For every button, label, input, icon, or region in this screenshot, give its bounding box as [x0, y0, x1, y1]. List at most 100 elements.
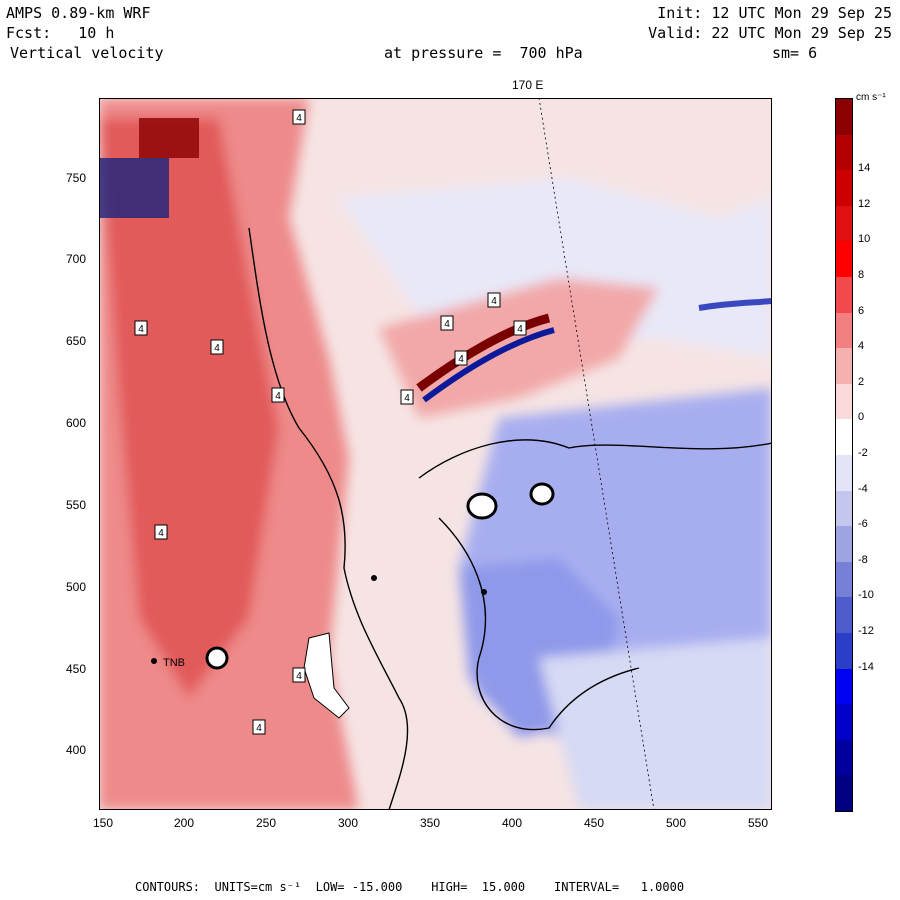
- dark-red-streak: [416, 313, 551, 392]
- svg-text:4: 4: [214, 343, 220, 354]
- x-tick: 450: [584, 816, 605, 830]
- contour-label: 4: [154, 524, 168, 540]
- contour-label: 4: [292, 109, 306, 125]
- contour-label: 4: [400, 389, 414, 405]
- colorbar-tick: 14: [858, 162, 871, 175]
- station-label: TNB: [163, 657, 185, 669]
- x-tick: 150: [93, 816, 114, 830]
- svg-text:4: 4: [458, 354, 464, 365]
- colorbar-segment: [836, 668, 852, 705]
- colorbar-segment: [836, 170, 852, 206]
- contour-label: 4: [134, 320, 148, 336]
- colorbar-tick: 10: [858, 233, 871, 246]
- colorbar-segment: [836, 383, 852, 420]
- field-name: Vertical velocity: [10, 44, 164, 62]
- colorbar-segment: [836, 739, 852, 776]
- meridian-line: [538, 98, 655, 810]
- init-time: Init: 12 UTC Mon 29 Sep 25: [657, 4, 892, 22]
- contour-label: 4: [454, 350, 468, 366]
- terrain-mask: [466, 492, 498, 520]
- ne-blue-streak: [698, 298, 772, 311]
- colorbar-tick: 12: [858, 197, 871, 210]
- colorbar-segment: [836, 134, 852, 171]
- velocity-map: TNB 4 4 4 4 4 4 4 4 4 4 4 4 4: [99, 98, 772, 810]
- colorbar-tick: 4: [858, 340, 865, 353]
- colorbar-segment: [836, 276, 852, 313]
- southeast-blue-band: [539, 638, 772, 810]
- colorbar-segment: [836, 241, 852, 277]
- smoothing-label: sm= 6: [772, 44, 818, 62]
- valid-time: Valid: 22 UTC Mon 29 Sep 25: [648, 24, 892, 42]
- svg-text:4: 4: [404, 393, 410, 404]
- colorbar-tick: 8: [858, 269, 865, 281]
- colorbar-segment: [836, 419, 852, 455]
- y-tick: 400: [66, 743, 87, 757]
- meridian-label: 170 E: [512, 78, 544, 92]
- coastline: [248, 227, 772, 810]
- y-tick: 750: [66, 171, 87, 185]
- colorbar-segment: [836, 490, 852, 527]
- colorbar-segment: [836, 205, 852, 242]
- contour-label: 4: [440, 315, 454, 331]
- colorbar-tick: 0: [858, 411, 865, 424]
- contour-label: 4: [210, 339, 224, 355]
- x-tick: 350: [420, 816, 441, 830]
- colorbar-tick: -6: [858, 518, 868, 531]
- contour-label: 4: [513, 320, 527, 336]
- station-marker: [151, 658, 157, 664]
- x-tick: 300: [338, 816, 359, 830]
- colorbar-tick: 2: [858, 375, 865, 388]
- y-tick: 500: [66, 580, 87, 594]
- x-tick: 550: [748, 816, 769, 830]
- nw-red-patch: [139, 118, 199, 158]
- station-marker: [371, 575, 377, 581]
- colorbar-segment: [836, 99, 852, 135]
- northwest-updraft-core: [99, 118, 279, 698]
- svg-text:4: 4: [517, 324, 523, 335]
- terrain-mask: [529, 482, 555, 506]
- contour-label: 4: [252, 719, 266, 735]
- svg-text:4: 4: [158, 528, 164, 539]
- svg-text:4: 4: [296, 113, 302, 124]
- y-tick: 600: [66, 416, 87, 430]
- terrain-mask: [303, 632, 350, 719]
- x-tick: 200: [174, 816, 195, 830]
- svg-text:4: 4: [491, 296, 497, 307]
- colorbar-segment: [836, 348, 852, 384]
- svg-text:4: 4: [444, 319, 450, 330]
- contour-label: 4: [487, 292, 501, 308]
- colorbar-tick: -12: [858, 625, 874, 637]
- terrain-mask: [205, 646, 229, 670]
- x-tick: 500: [666, 816, 687, 830]
- colorbar-tick: -14: [858, 660, 874, 673]
- colorbar-segment: [836, 704, 852, 740]
- contour-label: 4: [271, 387, 285, 403]
- nw-blue-patch: [99, 158, 169, 218]
- y-tick: 700: [66, 252, 87, 266]
- x-tick: 400: [502, 816, 523, 830]
- blue-streak: [422, 327, 555, 403]
- colorbar-tick: -8: [858, 553, 868, 566]
- colorbar-segment: [836, 526, 852, 562]
- colorbar-segment: [836, 775, 852, 811]
- colorbar-tick: 6: [858, 304, 865, 317]
- contour-label: 4: [292, 667, 306, 683]
- colorbar-segment: [836, 561, 852, 598]
- colorbar: [835, 98, 853, 812]
- contour-info: CONTOURS: UNITS=cm s⁻¹ LOW= -15.000 HIGH…: [135, 880, 685, 894]
- svg-text:4: 4: [256, 723, 262, 734]
- y-tick: 450: [66, 662, 87, 676]
- colorbar-segment: [836, 454, 852, 491]
- colorbar-tick: -2: [858, 447, 868, 459]
- y-tick: 550: [66, 498, 87, 512]
- colorbar-tick: -4: [858, 482, 868, 495]
- x-tick: 250: [256, 816, 277, 830]
- colorbar-tick: -10: [858, 589, 874, 602]
- station-marker: [481, 589, 487, 595]
- model-title: AMPS 0.89-km WRF: [6, 4, 151, 22]
- svg-text:4: 4: [296, 671, 302, 682]
- colorbar-segment: [836, 312, 852, 349]
- pressure-level: at pressure = 700 hPa: [384, 44, 583, 62]
- y-tick: 650: [66, 334, 87, 348]
- forecast-hour: Fcst: 10 h: [6, 24, 115, 42]
